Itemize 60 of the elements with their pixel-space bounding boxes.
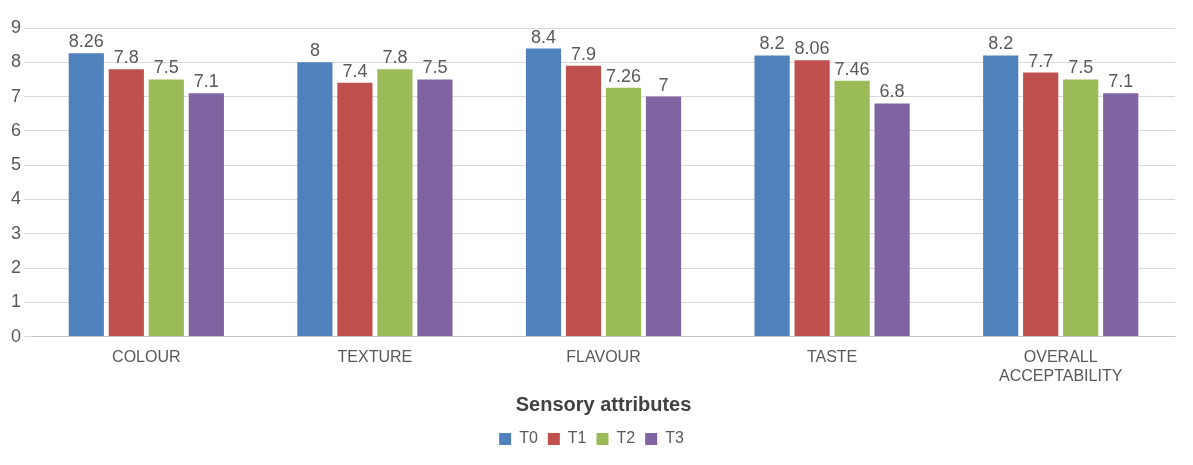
x-tick-label: OVERALL ACCEPTABILITY	[999, 347, 1123, 384]
data-label: 7.7	[1028, 50, 1054, 71]
data-label: 7.9	[570, 43, 597, 64]
data-label: 7.8	[382, 47, 408, 68]
legend-label: T3	[665, 429, 684, 447]
bar	[794, 60, 830, 337]
data-label: 8.2	[759, 33, 785, 54]
x-tick-label: TEXTURE	[337, 347, 413, 365]
y-tick-label: 4	[11, 188, 22, 209]
data-label: 7.4	[342, 60, 368, 81]
data-label: 7.1	[1108, 71, 1134, 92]
x-tick-label: FLAVOUR	[566, 347, 641, 365]
bar	[754, 55, 790, 337]
bar	[417, 79, 453, 337]
data-label: 7.1	[193, 71, 219, 92]
y-tick-label: 6	[11, 119, 22, 140]
bar	[108, 69, 144, 337]
data-label: 8.06	[794, 38, 830, 59]
data-label: 8.26	[68, 31, 104, 52]
data-label: 8.4	[530, 26, 557, 47]
y-tick-label: 0	[11, 325, 22, 346]
data-label: 8	[309, 40, 320, 61]
bar	[148, 79, 184, 337]
bar	[834, 80, 870, 337]
y-tick-label: 1	[11, 291, 22, 312]
bar	[1023, 72, 1059, 337]
bar	[525, 48, 562, 337]
y-tick-label: 5	[11, 154, 22, 175]
data-label: 7.8	[113, 47, 139, 68]
data-label: 7.46	[834, 58, 870, 79]
bar	[1063, 79, 1099, 337]
legend-label: T1	[567, 429, 587, 447]
x-tick-label: COLOUR	[112, 347, 181, 365]
y-tick-label: 9	[11, 16, 22, 37]
bar	[297, 62, 333, 337]
bar	[565, 65, 602, 337]
y-tick-label: 8	[11, 51, 22, 72]
y-tick-label: 2	[11, 256, 22, 277]
bar	[337, 82, 373, 337]
data-label: 7.5	[1068, 57, 1094, 78]
bar	[874, 103, 910, 337]
x-axis-title: Sensory attributes	[515, 392, 692, 415]
x-tick-label: TASTE	[806, 347, 858, 365]
bar	[605, 87, 642, 337]
bar	[188, 93, 224, 337]
bar	[1103, 93, 1139, 337]
bar	[377, 69, 413, 337]
legend-label: T2	[616, 429, 636, 447]
data-label: 7.5	[153, 57, 179, 78]
bar	[68, 53, 104, 337]
y-tick-label: 3	[11, 222, 22, 243]
data-label: 7	[658, 74, 669, 95]
legend-label: T0	[519, 429, 538, 447]
bar	[983, 55, 1019, 337]
y-tick-label: 7	[11, 85, 22, 106]
bar	[645, 96, 682, 337]
data-label: 7.5	[422, 57, 448, 78]
data-label: 8.2	[988, 33, 1014, 54]
data-label: 6.8	[879, 81, 905, 102]
data-label: 7.26	[605, 65, 642, 86]
